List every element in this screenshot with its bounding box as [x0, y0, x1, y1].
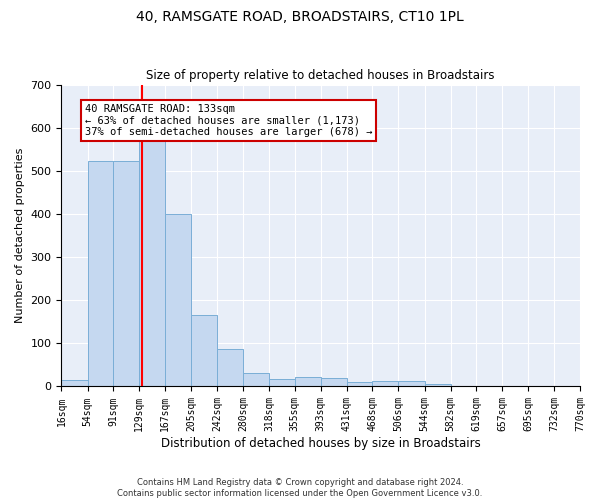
Bar: [88, 162, 113, 386]
Y-axis label: Number of detached properties: Number of detached properties: [15, 148, 25, 323]
Bar: [321, 378, 347, 386]
Text: Contains HM Land Registry data © Crown copyright and database right 2024.
Contai: Contains HM Land Registry data © Crown c…: [118, 478, 482, 498]
Bar: [425, 384, 451, 386]
Bar: [295, 378, 321, 386]
Bar: [398, 382, 425, 386]
Bar: [113, 161, 139, 386]
Text: 40, RAMSGATE ROAD, BROADSTAIRS, CT10 1PL: 40, RAMSGATE ROAD, BROADSTAIRS, CT10 1PL: [136, 10, 464, 24]
Bar: [372, 382, 398, 386]
Bar: [347, 382, 372, 386]
Bar: [269, 378, 295, 386]
Bar: [191, 316, 217, 386]
Bar: [243, 372, 269, 386]
Text: 40 RAMSGATE ROAD: 133sqm
← 63% of detached houses are smaller (1,173)
37% of sem: 40 RAMSGATE ROAD: 133sqm ← 63% of detach…: [85, 104, 372, 137]
Title: Size of property relative to detached houses in Broadstairs: Size of property relative to detached ho…: [146, 69, 495, 82]
X-axis label: Distribution of detached houses by size in Broadstairs: Distribution of detached houses by size …: [161, 437, 481, 450]
Bar: [61, 380, 88, 386]
Bar: [139, 134, 165, 386]
Bar: [165, 214, 191, 386]
Bar: [217, 348, 243, 387]
